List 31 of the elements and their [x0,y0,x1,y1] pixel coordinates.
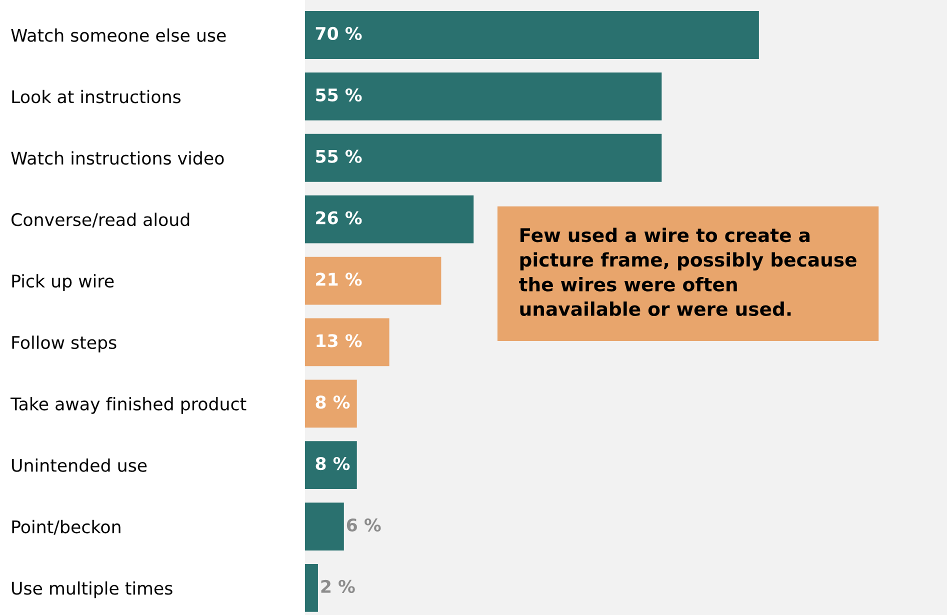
data-label: 55 % [316,88,362,102]
y-tick-label: Watch someone else use [11,28,226,42]
y-tick-label: Watch instructions video [11,151,224,165]
y-tick-label: Follow steps [12,336,116,352]
data-label: 26 % [316,211,362,224]
data-label: 70 % [316,26,362,40]
data-label: 21 % [316,272,362,286]
bar [305,564,318,612]
data-label: 2 % [321,580,355,594]
y-tick-label: Converse/read aloud [12,212,190,228]
data-label: 8 % [316,396,350,409]
y-tick-label: Look at instructions [12,90,181,104]
bar [305,134,662,182]
bar [305,256,442,305]
y-tick-label: Unintended use [12,458,147,472]
data-label: 55 % [316,150,362,163]
y-tick-label: Pick up wire [12,274,114,291]
y-tick-label: Point/beckon [12,520,120,535]
data-label: 13 % [316,334,362,348]
bar [305,72,662,120]
y-tick-label: Take away finished product [10,397,246,414]
annotation: Few used a wire to create a picture frame, possibly because the wires were often unavailable or were used. [519,228,856,316]
bar [305,441,357,490]
y-tick-label: Use multiple times [12,581,172,598]
bar [305,502,344,550]
data-label: 8 % [316,456,350,470]
bar [305,318,390,366]
data-label: 6 % [346,518,381,532]
bar [305,380,357,428]
bar [305,195,474,244]
bar [305,11,759,59]
